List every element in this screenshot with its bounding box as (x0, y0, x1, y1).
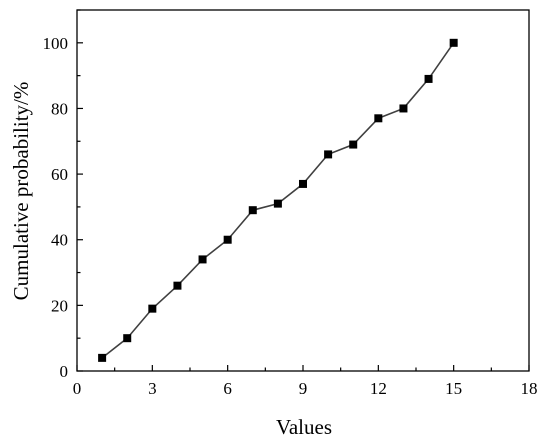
data-point (449, 38, 458, 47)
data-point (248, 206, 257, 215)
data-point (374, 114, 383, 123)
data-point (98, 353, 107, 362)
data-point (424, 74, 433, 83)
y-axis-title: Cumulative probability/% (9, 82, 33, 301)
data-point (123, 334, 132, 343)
data-point (223, 235, 232, 244)
y-tick-label: 0 (60, 362, 69, 381)
x-tick-label: 0 (73, 379, 82, 398)
y-tick-label: 80 (51, 99, 68, 118)
y-tick-label: 40 (51, 231, 68, 250)
axes: 0 3 6 9 12 15 18 0 20 40 60 80 100 (43, 9, 538, 398)
data-point (324, 150, 333, 159)
data-point (198, 255, 207, 264)
x-tick-label: 6 (223, 379, 232, 398)
x-tick-label: 15 (445, 379, 462, 398)
data-point (349, 140, 358, 149)
y-tick-label: 100 (43, 34, 69, 53)
y-tick-label: 60 (51, 165, 68, 184)
series-layer (98, 38, 458, 362)
data-point (299, 179, 307, 188)
y-tick-label: 20 (51, 296, 68, 315)
x-tick-label: 3 (148, 379, 157, 398)
x-tick-label: 12 (370, 379, 387, 398)
data-point (399, 104, 408, 113)
x-tick-label: 18 (521, 379, 538, 398)
data-point (173, 281, 182, 290)
data-point (148, 304, 157, 313)
x-tick-label: 9 (299, 379, 308, 398)
data-point (273, 199, 282, 208)
x-axis-title: Values (276, 415, 332, 439)
